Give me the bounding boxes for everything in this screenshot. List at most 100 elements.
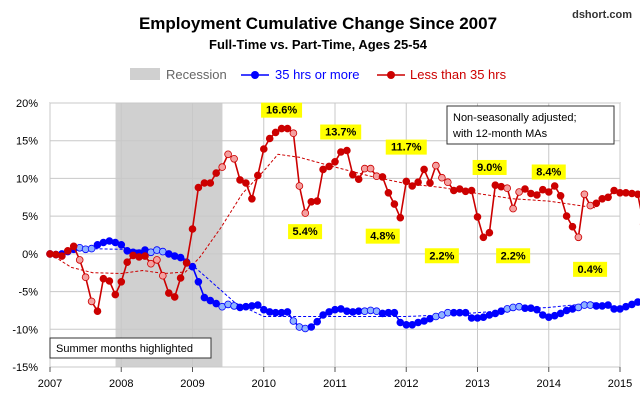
point-part-time bbox=[176, 274, 185, 282]
point-part-time bbox=[420, 165, 428, 174]
legend-marker bbox=[251, 71, 259, 79]
point-part-time bbox=[147, 259, 155, 268]
point-part-time bbox=[485, 228, 494, 237]
y-tick-label: -5% bbox=[18, 287, 38, 299]
y-tick-label: 10% bbox=[16, 173, 38, 185]
legend-swatch-recession bbox=[130, 68, 160, 80]
point-part-time bbox=[408, 182, 417, 190]
point-full-time bbox=[200, 293, 209, 302]
y-tick-label: -10% bbox=[12, 324, 38, 336]
point-part-time bbox=[544, 188, 553, 196]
y-tick-label: 5% bbox=[22, 211, 38, 223]
point-part-time bbox=[75, 256, 84, 264]
point-part-time bbox=[289, 129, 298, 138]
point-part-time bbox=[224, 150, 232, 159]
point-part-time bbox=[515, 188, 523, 196]
x-tick-label: 2015 bbox=[608, 378, 632, 390]
point-full-time bbox=[556, 309, 565, 318]
point-part-time bbox=[301, 209, 310, 217]
point-part-time bbox=[283, 124, 292, 133]
point-part-time bbox=[259, 145, 268, 153]
point-part-time bbox=[212, 169, 221, 177]
point-part-time bbox=[123, 258, 131, 267]
annotation-highlight bbox=[365, 228, 400, 244]
legend-marker bbox=[387, 71, 395, 79]
point-part-time bbox=[438, 173, 446, 182]
point-full-time bbox=[87, 244, 96, 253]
point-full-time bbox=[533, 305, 541, 314]
point-part-time bbox=[568, 222, 577, 231]
point-full-time bbox=[289, 317, 298, 325]
point-part-time bbox=[604, 193, 612, 202]
point-part-time bbox=[432, 161, 440, 170]
annotation-label: 9.0% bbox=[477, 162, 502, 174]
annotation-label: 2.2% bbox=[429, 250, 454, 262]
point-part-time bbox=[117, 277, 126, 286]
x-tick-label: 2011 bbox=[323, 378, 347, 390]
point-full-time bbox=[319, 311, 327, 319]
point-part-time bbox=[170, 293, 179, 301]
point-part-time bbox=[521, 185, 529, 193]
point-part-time bbox=[366, 164, 375, 173]
point-part-time bbox=[473, 213, 482, 221]
annotation-label: 11.7% bbox=[391, 142, 422, 154]
point-part-time bbox=[331, 158, 339, 166]
point-part-time bbox=[218, 163, 227, 171]
point-part-time bbox=[81, 273, 90, 282]
legend-label: 35 hrs or more bbox=[275, 67, 360, 82]
point-full-time bbox=[313, 317, 322, 326]
point-full-time bbox=[307, 323, 316, 331]
point-full-time bbox=[176, 253, 185, 262]
y-tick-label: -15% bbox=[12, 362, 38, 374]
x-tick-label: 2014 bbox=[537, 378, 561, 390]
point-full-time bbox=[461, 308, 470, 317]
annotation-label: 13.7% bbox=[325, 127, 356, 139]
point-part-time bbox=[509, 204, 517, 213]
annotation-highlight bbox=[424, 248, 459, 264]
point-part-time bbox=[562, 212, 571, 220]
point-part-time bbox=[426, 179, 434, 187]
point-full-time bbox=[206, 296, 215, 305]
point-part-time bbox=[580, 190, 589, 199]
point-part-time bbox=[165, 289, 173, 297]
annotation-highlight bbox=[320, 124, 362, 140]
annotation-label: 16.6% bbox=[266, 105, 297, 117]
source-label: dshort.com bbox=[572, 9, 632, 21]
point-part-time bbox=[378, 173, 387, 181]
annotation-highlight bbox=[385, 139, 427, 155]
point-full-time bbox=[212, 299, 221, 308]
point-part-time bbox=[592, 199, 601, 208]
point-part-time bbox=[230, 155, 238, 163]
y-tick-label: 15% bbox=[16, 136, 38, 148]
point-part-time bbox=[414, 178, 422, 187]
axes: -15% -10% -5% 0% 5% 10% 15% 20% 2007 2008 2009 2010… bbox=[12, 98, 632, 390]
point-part-time bbox=[556, 192, 565, 200]
point-part-time bbox=[396, 213, 405, 222]
point-part-time bbox=[271, 128, 280, 137]
point-part-time bbox=[343, 146, 351, 155]
point-part-time bbox=[319, 165, 327, 174]
point-part-time bbox=[313, 197, 322, 205]
point-part-time bbox=[384, 189, 393, 197]
annotation-highlight bbox=[472, 159, 507, 175]
legend: Recession 35 hrs or more Less than 35 hrs bbox=[130, 67, 507, 82]
recession-shading bbox=[115, 103, 223, 367]
point-part-time bbox=[354, 175, 363, 184]
chart-title: Employment Cumulative Change Since 2007 bbox=[139, 14, 497, 33]
point-part-time bbox=[111, 290, 120, 299]
point-full-time bbox=[390, 308, 399, 317]
series bbox=[46, 124, 640, 333]
annotation-highlight bbox=[288, 224, 323, 240]
legend-label-recession: Recession bbox=[166, 67, 227, 82]
point-part-time bbox=[182, 259, 191, 267]
point-part-time bbox=[194, 183, 203, 192]
legend-label: Less than 35 hrs bbox=[410, 67, 507, 82]
point-part-time bbox=[390, 200, 399, 208]
point-part-time bbox=[348, 170, 357, 179]
point-part-time bbox=[69, 242, 78, 251]
point-part-time bbox=[402, 177, 411, 186]
point-part-time bbox=[533, 191, 541, 199]
point-full-time bbox=[604, 301, 612, 309]
annotation-label: 8.4% bbox=[536, 166, 561, 178]
point-part-time bbox=[159, 271, 167, 280]
